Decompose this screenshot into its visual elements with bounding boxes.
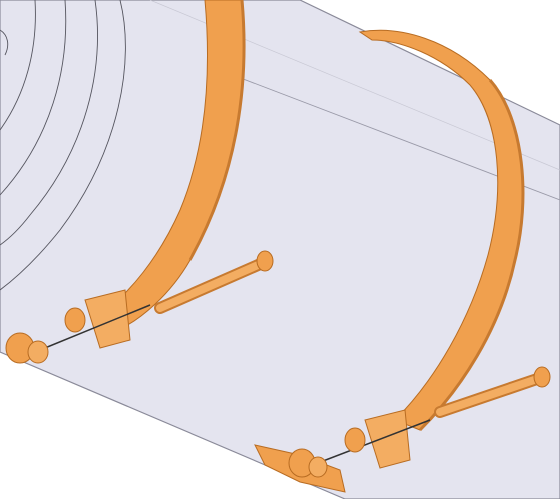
- cap-arc: [0, 0, 126, 291]
- cap-arc: [0, 0, 67, 196]
- rod: [436, 374, 544, 416]
- cap-arc: [0, 29, 9, 56]
- cap-arc: [0, 0, 36, 131]
- nut: [27, 340, 49, 364]
- cap-arc: [0, 0, 98, 246]
- bolt: [309, 419, 431, 467]
- clamp-bracket: [84, 289, 131, 349]
- strap-edge: [418, 79, 525, 432]
- tank-end-cap: [0, 0, 126, 291]
- rod-end: [533, 366, 551, 388]
- rod: [156, 258, 269, 312]
- strap-edge: [188, 0, 246, 261]
- nut: [308, 456, 328, 478]
- clamp: [288, 366, 551, 478]
- rod-end: [256, 250, 274, 272]
- bolt: [39, 304, 151, 351]
- clamp-bracket: [364, 409, 411, 469]
- pin: [64, 307, 86, 333]
- clamp: [5, 250, 274, 364]
- pin: [344, 427, 366, 453]
